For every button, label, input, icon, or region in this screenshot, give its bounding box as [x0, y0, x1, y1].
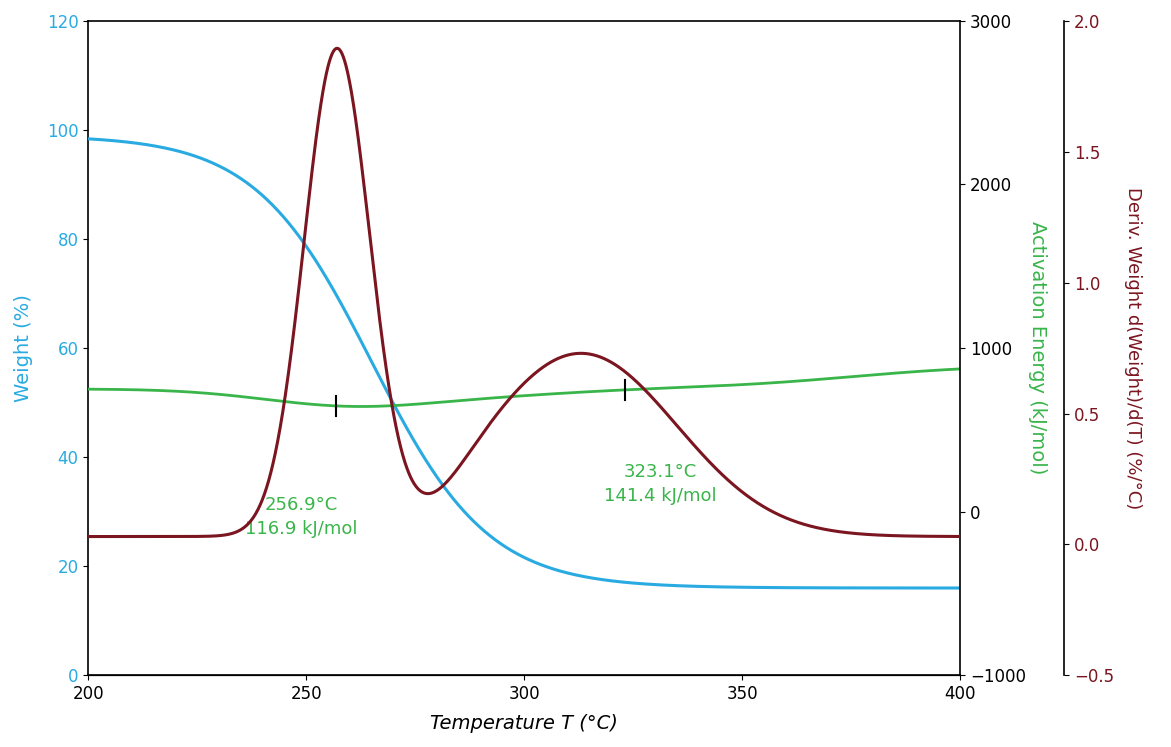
- Text: 323.1°C
141.4 kJ/mol: 323.1°C 141.4 kJ/mol: [603, 463, 717, 505]
- Y-axis label: Weight (%): Weight (%): [14, 294, 33, 402]
- Y-axis label: Deriv. Weight d(Weight)/d(Τ) (%/°C): Deriv. Weight d(Weight)/d(Τ) (%/°C): [1124, 187, 1142, 509]
- Y-axis label: Activation Energy (kJ/mol): Activation Energy (kJ/mol): [1028, 221, 1047, 475]
- X-axis label: Temperature Τ (°C): Temperature Τ (°C): [430, 714, 618, 733]
- Text: 256.9°C
116.9 kJ/mol: 256.9°C 116.9 kJ/mol: [245, 496, 357, 538]
